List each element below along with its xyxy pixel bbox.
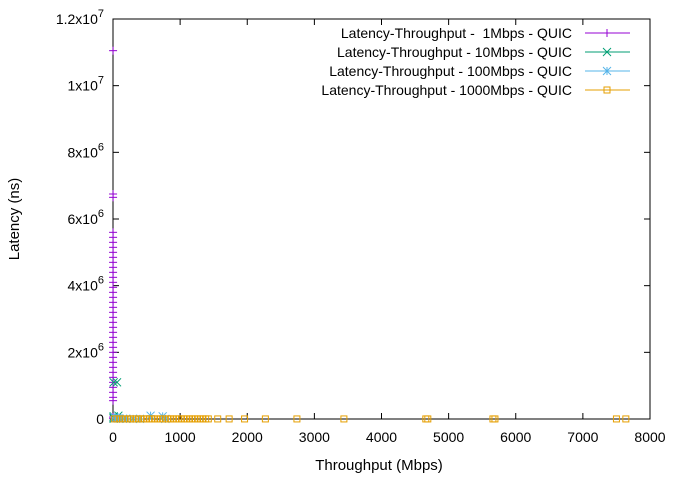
y-tick-label: 0 [96, 411, 104, 427]
y-tick-label: 2x106 [68, 341, 104, 360]
data-point [612, 415, 620, 423]
data-points [109, 46, 630, 424]
x-tick-label: 6000 [500, 429, 531, 445]
x-tick-label: 1000 [165, 429, 196, 445]
data-point [225, 415, 233, 423]
x-tick-label: 5000 [433, 429, 464, 445]
legend-label: Latency-Throughput - 1Mbps - QUIC [341, 25, 572, 41]
data-point [109, 377, 119, 387]
data-point [340, 415, 348, 423]
data-point [204, 415, 212, 423]
legend-marker [603, 29, 611, 37]
series-4 [110, 415, 630, 423]
legend: Latency-Throughput - 1Mbps - QUIC Latency… [321, 25, 630, 98]
legend-label: Latency-Throughput - 1000Mbps - QUIC [321, 82, 572, 98]
data-point [109, 396, 118, 405]
x-tick-label: 4000 [366, 429, 397, 445]
data-point [214, 415, 222, 423]
x-tick-label: 2000 [232, 429, 263, 445]
legend-item: Latency-Throughput - 10Mbps - QUIC [337, 44, 630, 60]
y-tick-label-exponent: 6 [98, 208, 104, 220]
y-tick-label-base: 1x10 [68, 78, 99, 94]
y-tick-label-base: 6x10 [68, 211, 99, 227]
data-point [241, 415, 249, 423]
y-tick-label: 1.2x107 [56, 8, 104, 27]
y-tick-label-exponent: 7 [98, 8, 104, 20]
data-point [424, 415, 432, 423]
x-axis-label: Throughput (Mbps) [315, 457, 443, 474]
data-point [261, 415, 269, 423]
x-tick-label: 8000 [634, 429, 665, 445]
y-tick-label-base: 8x10 [68, 144, 99, 160]
y-tick-label-exponent: 6 [98, 341, 104, 353]
plot-frame [112, 18, 651, 420]
x-tick-label: 3000 [299, 429, 330, 445]
legend-marker [602, 47, 612, 57]
data-point [293, 415, 301, 423]
y-tick-label-base: 2x10 [68, 344, 99, 360]
legend-marker [603, 86, 611, 94]
data-point [622, 415, 630, 423]
y-tick-label-base: 1.2x10 [56, 11, 98, 27]
legend-item: Latency-Throughput - 1Mbps - QUIC [341, 25, 630, 41]
axis-ticks [112, 18, 651, 420]
legend-label: Latency-Throughput - 10Mbps - QUIC [337, 44, 572, 60]
y-tick-label: 1x107 [68, 75, 104, 94]
y-tick-label: 6x106 [68, 208, 104, 227]
data-point [109, 46, 118, 55]
y-tick-label-exponent: 6 [98, 275, 104, 287]
x-tick-label: 7000 [567, 429, 598, 445]
y-tick-label: 4x106 [68, 275, 104, 294]
data-point [109, 193, 118, 202]
legend-item: Latency-Throughput - 1000Mbps - QUIC [321, 82, 630, 98]
y-tick-label: 8x106 [68, 141, 104, 160]
y-tick-label-exponent: 6 [98, 141, 104, 153]
y-tick-label-base: 0 [96, 411, 104, 427]
legend-item: Latency-Throughput - 100Mbps - QUIC [329, 63, 630, 79]
tick-labels: 0 1000 2000 3000 4000 5000 6000 7000 800002x1064… [56, 8, 666, 445]
x-tick-label: 0 [109, 429, 117, 445]
y-tick-label-base: 4x10 [68, 278, 99, 294]
legend-marker [602, 66, 612, 76]
data-point [112, 377, 122, 387]
y-axis-label: Latency (ns) [6, 178, 23, 261]
y-tick-label-exponent: 7 [98, 75, 104, 87]
data-point [491, 415, 499, 423]
legend-label: Latency-Throughput - 100Mbps - QUIC [329, 63, 572, 79]
